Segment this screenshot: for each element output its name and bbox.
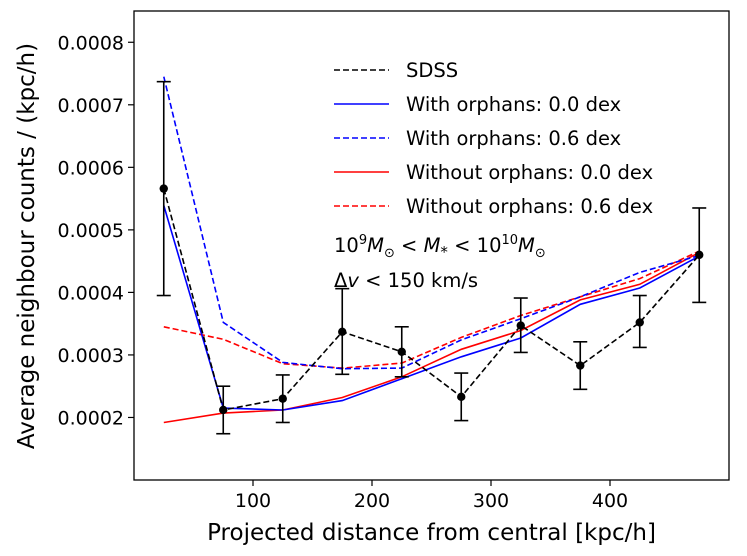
legend-label-with-orphans-0-6-dex: With orphans: 0.6 dex (406, 127, 621, 150)
y-tick-label: 0.0007 (58, 95, 124, 117)
line-sdss (163, 188, 700, 411)
point-sdss (219, 405, 228, 415)
y-tick-label: 0.0003 (58, 345, 124, 367)
legend-label-without-orphans-0-0-dex: Without orphans: 0.0 dex (406, 161, 653, 184)
legend: SDSS With orphans: 0.0 dex With orphans: 0… (334, 59, 653, 218)
annot-delta: Δ (334, 269, 348, 292)
series-without-orphans-0-0-dex (163, 251, 700, 424)
annot-m-3: M (518, 234, 535, 257)
annot-v: v (347, 269, 359, 292)
annot-lt-2: < (448, 234, 477, 257)
point-sdss (457, 392, 466, 402)
annot-velocity-rest: < 150 km/s (359, 269, 478, 292)
annot-m-1: M (367, 234, 384, 257)
y-tick-label: 0.0005 (58, 220, 124, 242)
point-sdss (159, 184, 168, 193)
line-without-orphans-0-0-dex (163, 251, 700, 424)
line-without-orphans-0-6-dex (163, 250, 700, 369)
x-tick-label: 300 (473, 490, 509, 512)
point-sdss (397, 347, 406, 357)
plot-frame (133, 10, 730, 481)
point-sdss (695, 250, 704, 260)
annot-sun-1: ⊙ (384, 246, 395, 261)
legend-label-with-orphans-0-0-dex: With orphans: 0.0 dex (406, 93, 621, 116)
series-sdss (156, 80, 707, 435)
legend-label-sdss: SDSS (406, 59, 458, 82)
series-with-orphans-0-0-dex (163, 205, 700, 411)
annot-star: * (440, 243, 448, 261)
line-with-orphans-0-6-dex (163, 76, 700, 370)
point-sdss (338, 327, 347, 336)
y-tick-label: 0.0008 (58, 32, 124, 54)
x-axis-label: Projected distance from central [kpc/h] (207, 520, 656, 546)
series-without-orphans-0-6-dex (163, 250, 700, 369)
axes-layer: 100 200 300 400 0.0002 0.0003 0.0004 0.0005 0.00… (58, 32, 629, 512)
annot-sun-2: ⊙ (535, 246, 546, 261)
annot-lt-1: < (395, 234, 424, 257)
annot-base-2: 10 (477, 234, 502, 257)
y-tick-label: 0.0002 (58, 407, 124, 429)
x-tick-label: 400 (592, 490, 628, 512)
mass-range-annotation: 109M⊙ < M* < 1010M⊙ (334, 233, 546, 261)
line-with-orphans-0-0-dex (163, 205, 700, 411)
point-sdss (516, 321, 525, 330)
point-sdss (278, 394, 287, 403)
x-tick-label: 100 (235, 490, 271, 512)
velocity-annotation: Δv < 150 km/s (334, 269, 478, 292)
x-tick-label: 200 (354, 490, 390, 512)
point-sdss (576, 361, 585, 370)
y-tick-label: 0.0006 (58, 157, 124, 179)
series-with-orphans-0-6-dex (163, 76, 700, 370)
y-axis-label: Average neighbour counts / (kpc/h) (14, 43, 40, 449)
annot-exp-2: 10 (502, 233, 519, 248)
marks-layer (156, 76, 707, 435)
annot-exp-1: 9 (359, 233, 367, 248)
y-tick-label: 0.0004 (58, 282, 124, 304)
annot-m-2: M (424, 234, 441, 257)
point-sdss (635, 318, 644, 327)
legend-label-without-orphans-0-6-dex: Without orphans: 0.6 dex (406, 195, 653, 218)
annot-base-1: 10 (334, 234, 359, 257)
